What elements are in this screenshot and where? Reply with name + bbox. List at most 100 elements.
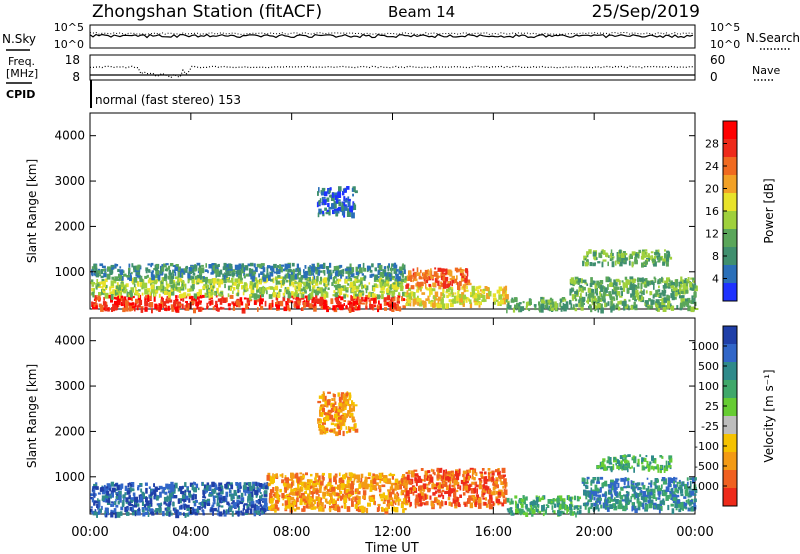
- data-cell: [232, 290, 234, 294]
- data-cell: [240, 500, 245, 503]
- data-cell: [412, 268, 415, 272]
- data-cell: [455, 489, 459, 493]
- data-cell: [228, 509, 233, 512]
- data-cell: [374, 267, 377, 272]
- data-cell: [394, 286, 399, 290]
- data-cell: [137, 264, 141, 268]
- data-cell: [337, 289, 339, 294]
- data-cell: [214, 498, 216, 505]
- data-cell: [141, 493, 145, 499]
- data-cell: [360, 473, 364, 478]
- data-cell: [569, 504, 573, 511]
- data-cell: [274, 276, 278, 281]
- colorbar-swatch: [723, 121, 737, 140]
- data-cell: [625, 499, 629, 505]
- data-cell: [574, 276, 579, 281]
- data-cell: [443, 269, 447, 272]
- data-cell: [95, 486, 99, 490]
- data-cell: [125, 283, 129, 288]
- data-cell: [365, 305, 368, 310]
- data-cell: [276, 507, 280, 511]
- data-cell: [310, 496, 314, 499]
- data-cell: [689, 477, 694, 481]
- data-cell: [404, 484, 408, 490]
- data-cell: [324, 292, 329, 298]
- data-cell: [280, 264, 285, 267]
- data-cell: [564, 504, 567, 510]
- data-cell: [241, 512, 245, 516]
- data-cell: [316, 276, 319, 282]
- data-cell: [491, 476, 494, 481]
- data-cell: [407, 298, 410, 304]
- data-cell: [165, 510, 169, 516]
- data-cell: [376, 507, 379, 512]
- data-cell: [231, 270, 236, 273]
- data-cell: [471, 494, 475, 498]
- data-cell: [607, 457, 610, 461]
- data-cell: [202, 285, 206, 289]
- data-cell: [125, 497, 129, 503]
- data-cell: [396, 481, 401, 485]
- data-cell: [180, 286, 185, 291]
- data-cell: [421, 486, 424, 491]
- data-cell: [354, 496, 357, 502]
- data-cell: [353, 276, 357, 279]
- data-cell: [585, 485, 589, 489]
- data-cell: [503, 489, 506, 492]
- data-cell: [117, 268, 120, 272]
- data-cell: [571, 511, 575, 516]
- data-cell: [271, 506, 275, 511]
- data-cell: [537, 499, 542, 502]
- data-cell: [601, 293, 603, 298]
- data-cell: [148, 269, 150, 272]
- data-cell: [377, 503, 381, 507]
- data-cell: [592, 262, 596, 267]
- data-cell: [693, 291, 697, 298]
- data-cell: [98, 274, 102, 277]
- data-cell: [661, 299, 666, 306]
- data-cell: [620, 487, 622, 490]
- data-cell: [297, 483, 300, 489]
- data-cell: [493, 483, 496, 486]
- data-cell: [142, 282, 146, 288]
- data-cell: [369, 303, 373, 309]
- data-cell: [312, 304, 315, 308]
- data-cell: [219, 279, 224, 285]
- data-cell: [327, 202, 330, 207]
- data-cell: [460, 479, 464, 485]
- data-cell: [342, 285, 347, 292]
- data-cell: [266, 272, 269, 277]
- data-cell: [662, 291, 666, 297]
- data-cell: [426, 272, 430, 276]
- data-cell: [372, 305, 375, 311]
- data-cell: [355, 266, 359, 272]
- data-cell: [364, 297, 368, 302]
- data-cell: [236, 482, 238, 486]
- data-cell: [437, 488, 441, 493]
- noise-panel: N.Sky 10^5 10^0 10^5 10^0 N.Search: [2, 21, 800, 51]
- data-cell: [395, 307, 400, 311]
- data-cell: [611, 305, 615, 311]
- data-cell: [343, 188, 347, 193]
- data-cell: [286, 485, 289, 490]
- data-cell: [194, 275, 198, 280]
- data-cell: [657, 479, 659, 483]
- data-cell: [219, 300, 223, 305]
- data-cell: [582, 260, 585, 267]
- data-cell: [585, 490, 590, 494]
- data-cell: [97, 498, 99, 502]
- data-cell: [638, 277, 643, 282]
- data-cell: [668, 458, 673, 463]
- data-cell: [684, 284, 689, 290]
- data-cell: [123, 273, 127, 277]
- data-cell: [407, 470, 411, 475]
- data-cell: [276, 265, 280, 268]
- data-cell: [165, 281, 168, 286]
- data-cell: [310, 266, 314, 272]
- data-cell: [650, 280, 654, 285]
- data-cell: [432, 469, 435, 475]
- data-cell: [94, 264, 98, 269]
- data-cell: [654, 486, 658, 489]
- data-cell: [226, 270, 230, 276]
- data-cell: [177, 509, 180, 516]
